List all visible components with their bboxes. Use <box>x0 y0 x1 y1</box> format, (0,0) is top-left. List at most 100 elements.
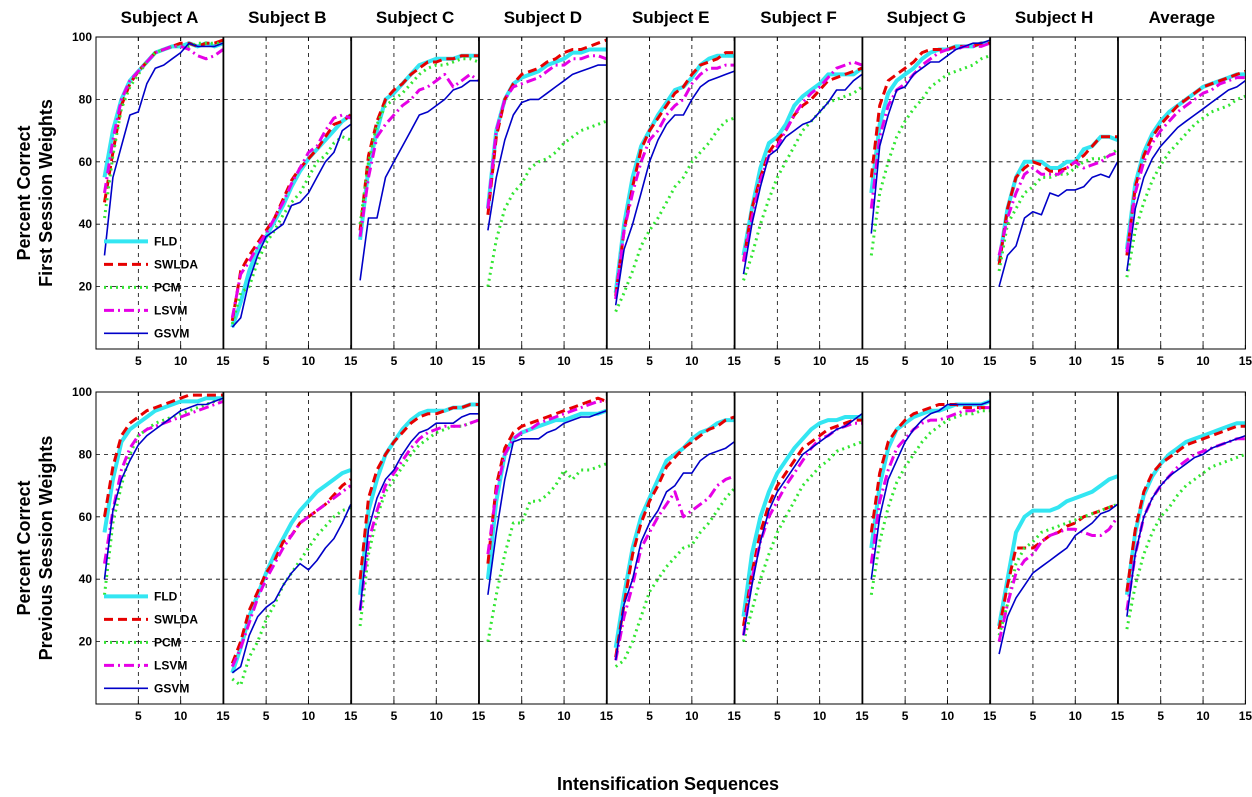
series-line-swlda <box>742 66 862 262</box>
series-line-swlda <box>1125 69 1246 256</box>
panel-frame <box>351 391 480 705</box>
x-tick-label: 15 <box>983 354 997 368</box>
series-line-swlda <box>486 38 607 215</box>
series-line-swlda <box>869 41 990 178</box>
y-tick-label: 80 <box>79 447 93 461</box>
panel: 5 10 15 <box>862 391 997 723</box>
panel-frame <box>223 391 352 705</box>
x-tick-label: 5 <box>135 709 142 723</box>
panel-frame <box>223 36 352 350</box>
x-tick-label: 10 <box>174 354 188 368</box>
panel-title: Subject A <box>121 8 199 27</box>
y-tick-label: 80 <box>79 92 93 106</box>
y-axis-label-line: Percent Correct <box>14 125 34 260</box>
panel-title: Average <box>1149 8 1215 27</box>
x-tick-label: 10 <box>941 709 955 723</box>
y-tick-label: 40 <box>79 217 93 231</box>
x-tick-label: 15 <box>1239 709 1252 723</box>
x-tick-label: 15 <box>1111 354 1125 368</box>
plot-area <box>96 392 223 704</box>
series-line-gsvm <box>1126 434 1246 617</box>
panel: 5 10 15 <box>351 36 486 368</box>
series-line-lsvm <box>869 41 990 209</box>
x-tick-label: 10 <box>813 709 827 723</box>
panel-titles: Subject A Subject B Subject C Subject D Subj… <box>121 8 1216 27</box>
panel: 5 10 15 <box>351 391 486 723</box>
series-line-fld <box>997 134 1118 262</box>
series-line-pcm <box>614 116 735 313</box>
legend-label: GSVM <box>154 681 189 695</box>
series-line-lsvm <box>103 44 223 194</box>
panel-frame <box>862 391 991 705</box>
x-tick-label: 15 <box>1239 354 1252 368</box>
panel-frame <box>478 391 607 705</box>
x-tick-label: 5 <box>646 709 653 723</box>
series-line-gsvm <box>870 400 990 580</box>
x-tick-label: 15 <box>600 354 614 368</box>
series-line-lsvm <box>486 54 607 209</box>
series-line-fld <box>230 468 351 674</box>
x-tick-label: 10 <box>813 354 827 368</box>
series-line-gsvm <box>998 503 1118 655</box>
panel-frame <box>1117 36 1246 350</box>
y-tick-label: 40 <box>79 572 93 586</box>
panel: 5 10 15 <box>606 391 742 723</box>
panel: 5 10 15 20 40 60 80 100 FLD SWLDA PCM LSVM GSVM <box>72 385 230 723</box>
series-line-fld <box>358 53 479 241</box>
panel: 5 10 15 <box>1117 391 1252 723</box>
x-tick-label: 5 <box>1030 709 1037 723</box>
panel: 5 10 15 <box>734 391 869 723</box>
plot-area <box>351 37 479 349</box>
plot-area <box>862 392 990 704</box>
plot-area <box>990 392 1118 704</box>
plot-area <box>479 392 607 704</box>
series-line-fld <box>741 66 862 256</box>
x-tick-label: 5 <box>1030 354 1037 368</box>
panel-frame <box>990 391 1119 705</box>
panel: 5 10 15 <box>478 391 613 723</box>
plot-area <box>96 37 223 349</box>
x-tick-label: 10 <box>557 354 571 368</box>
panel-frame <box>606 36 735 350</box>
plot-area <box>351 392 479 704</box>
series-line-fld <box>741 415 862 617</box>
series-line-swlda <box>486 396 607 564</box>
x-tick-label: 5 <box>1157 709 1164 723</box>
panel: 5 10 15 <box>990 391 1125 723</box>
x-tick-label: 15 <box>1111 709 1125 723</box>
x-tick-label: 15 <box>728 709 742 723</box>
x-tick-label: 5 <box>263 354 270 368</box>
y-tick-label: 100 <box>72 30 92 44</box>
series-line-pcm <box>1125 452 1246 630</box>
x-tick-label: 10 <box>1196 709 1210 723</box>
x-tick-label: 10 <box>174 709 188 723</box>
panel-title: Subject F <box>760 8 837 27</box>
x-tick-label: 5 <box>646 354 653 368</box>
series-line-gsvm <box>614 70 735 306</box>
y-axis-label-line: Previous Session Weights <box>36 436 56 661</box>
series-line-fld <box>997 474 1118 627</box>
panel-title: Subject C <box>376 8 454 27</box>
y-axis-label: Percent Correct Previous Session Weights <box>14 436 56 661</box>
series-line-fld <box>869 41 990 194</box>
panel: 5 10 15 <box>862 36 997 368</box>
x-tick-label: 5 <box>391 354 398 368</box>
x-tick-label: 5 <box>263 709 270 723</box>
series-line-gsvm <box>231 123 351 328</box>
series-line-gsvm <box>870 39 990 234</box>
series-line-pcm <box>614 487 735 668</box>
series-line-pcm <box>103 399 223 595</box>
series-line-fld <box>613 418 735 649</box>
series-line-pcm <box>997 502 1118 636</box>
x-tick-label: 10 <box>685 354 699 368</box>
series-line-gsvm <box>614 441 735 661</box>
series-line-pcm <box>742 85 862 281</box>
x-tick-label: 10 <box>1069 709 1083 723</box>
series-line-gsvm <box>742 413 862 636</box>
x-tick-label: 15 <box>983 709 997 723</box>
panel: 5 10 15 <box>223 391 358 723</box>
plot-area <box>607 392 735 704</box>
y-tick-label: 20 <box>79 280 93 294</box>
panel-frame <box>351 36 480 350</box>
series-line-lsvm <box>358 72 479 237</box>
